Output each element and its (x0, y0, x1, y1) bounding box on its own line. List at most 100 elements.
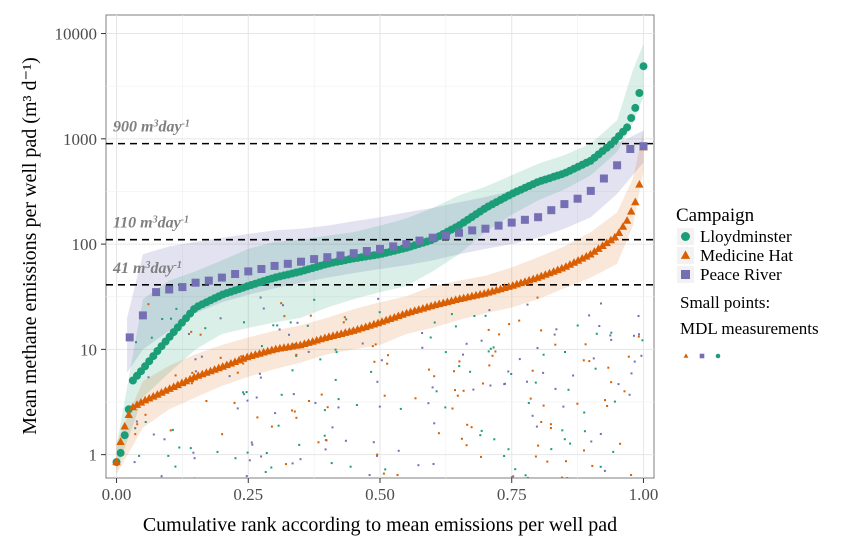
mdl-point (433, 422, 436, 425)
mdl-point (190, 382, 193, 385)
mdl-point (542, 353, 545, 356)
legend-marker (680, 250, 691, 259)
data-point (618, 222, 628, 230)
mdl-point (549, 423, 552, 426)
data-point (520, 215, 529, 224)
y-tick-label: 1 (89, 446, 98, 465)
mdl-point (562, 405, 565, 408)
mdl-point (320, 393, 323, 396)
mdl-point (199, 333, 202, 336)
mdl-point (610, 331, 613, 334)
mdl-point (259, 296, 262, 299)
mdl-point (152, 433, 155, 436)
mdl-point (258, 372, 261, 375)
mdl-point (583, 430, 586, 433)
mdl-point (147, 303, 150, 306)
mdl-point (193, 457, 196, 460)
mdl-point (554, 343, 557, 346)
mdl-point (512, 475, 515, 478)
mdl-point (488, 364, 491, 367)
mdl-point (295, 353, 298, 356)
data-point (627, 207, 636, 215)
mdl-point (534, 455, 537, 458)
mdl-point (167, 454, 170, 457)
mdl-point (169, 429, 172, 432)
mdl-point (482, 382, 484, 385)
mdl-point (603, 469, 606, 472)
mdl-point (228, 375, 231, 378)
mdl-point (554, 387, 557, 390)
mdl-point (641, 339, 644, 342)
mdl-point (323, 409, 326, 412)
mdl-point (428, 368, 430, 371)
mdl-point (274, 412, 277, 415)
mdl-point (191, 371, 194, 374)
data-point (181, 376, 191, 385)
data-point (157, 388, 166, 396)
data-point (534, 213, 543, 222)
mdl-point (572, 374, 575, 377)
data-point (631, 103, 640, 112)
mdl-point (429, 336, 432, 339)
reference-line-label: 110 m3day-1 (113, 214, 189, 232)
mdl-point (291, 462, 294, 465)
mdl-point (583, 411, 586, 414)
data-point (362, 247, 371, 255)
data-point (124, 410, 133, 418)
mdl-point (262, 307, 265, 310)
data-point (569, 258, 579, 266)
data-point (310, 255, 319, 264)
mdl-point (493, 438, 496, 441)
mdl-point (565, 460, 567, 463)
data-point (594, 244, 603, 252)
mdl-point (292, 393, 295, 396)
data-point (622, 216, 632, 224)
mdl-point (246, 399, 249, 402)
legend-item-peace-river: Peace River (677, 265, 782, 284)
series-peace-river (125, 142, 648, 342)
mdl-point (248, 459, 251, 462)
mdl-point (277, 424, 280, 427)
legend-marker (681, 270, 690, 279)
y-tick-label: 100 (72, 235, 98, 254)
mdl-point (236, 371, 239, 374)
mdl-point (465, 342, 468, 345)
mdl-point (540, 329, 543, 332)
data-point (481, 224, 490, 233)
data-point (494, 221, 503, 230)
data-point (231, 270, 240, 278)
mdl-point (433, 321, 436, 324)
mdl-point (492, 346, 495, 349)
mdl-point (144, 413, 147, 416)
mdl-point (529, 397, 532, 400)
mdl-point (599, 465, 602, 468)
mdl-point (542, 404, 545, 407)
mdl-point (435, 390, 438, 393)
x-tick-label: 0.25 (233, 485, 263, 504)
reference-line-label: 41 m3day-1 (112, 259, 182, 277)
data-point (586, 186, 595, 195)
y-tick-label: 10 (80, 340, 97, 359)
mdl-point (221, 433, 224, 436)
mdl-point (243, 393, 246, 396)
mdl-point (380, 359, 383, 362)
mdl-point (537, 444, 540, 447)
mdl-point (319, 358, 322, 361)
mdl-point (514, 468, 517, 471)
mdl-point (472, 388, 475, 391)
mdl-point (331, 426, 334, 429)
mdl-point (637, 335, 640, 338)
mdl-point (518, 319, 521, 322)
mdl-point (633, 360, 636, 363)
mdl-point (640, 354, 643, 357)
mdl-point (437, 432, 440, 435)
mdl-point (298, 443, 301, 446)
mdl-point (216, 450, 219, 453)
mdl-point (345, 318, 348, 321)
mdl-point (192, 451, 195, 454)
mdl-point (432, 463, 435, 465)
mdl-point (623, 390, 626, 393)
data-point (323, 253, 332, 262)
mdl-point (291, 369, 294, 372)
mdl-point (160, 475, 163, 478)
